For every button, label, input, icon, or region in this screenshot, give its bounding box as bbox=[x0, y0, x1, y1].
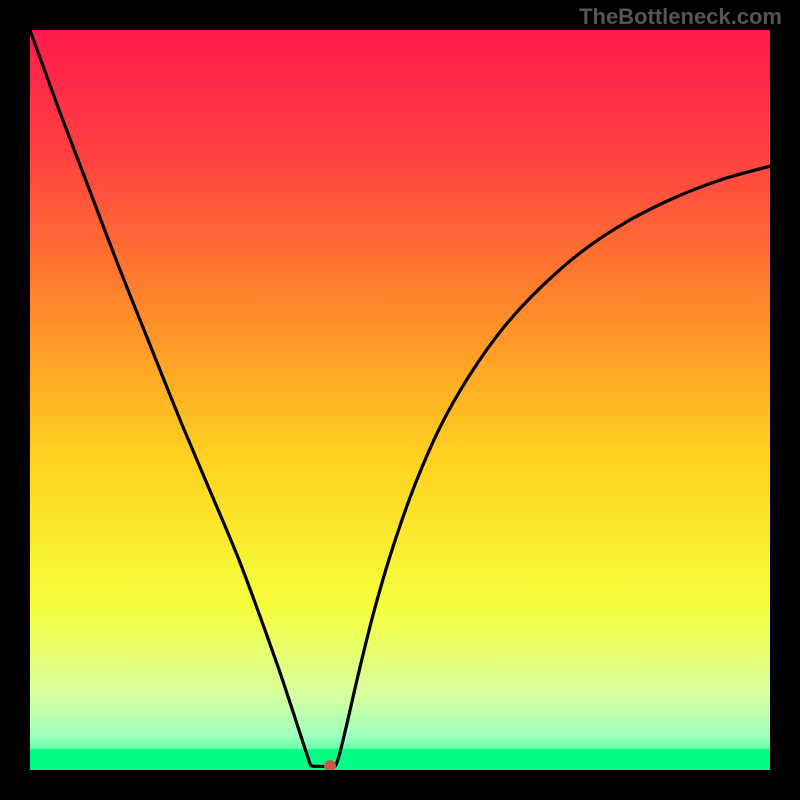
chart-curve bbox=[30, 30, 770, 770]
minimum-point-marker bbox=[324, 760, 336, 770]
watermark-text: TheBottleneck.com bbox=[579, 4, 782, 30]
v-curve-path bbox=[30, 30, 770, 767]
chart-plot-area bbox=[30, 30, 770, 770]
